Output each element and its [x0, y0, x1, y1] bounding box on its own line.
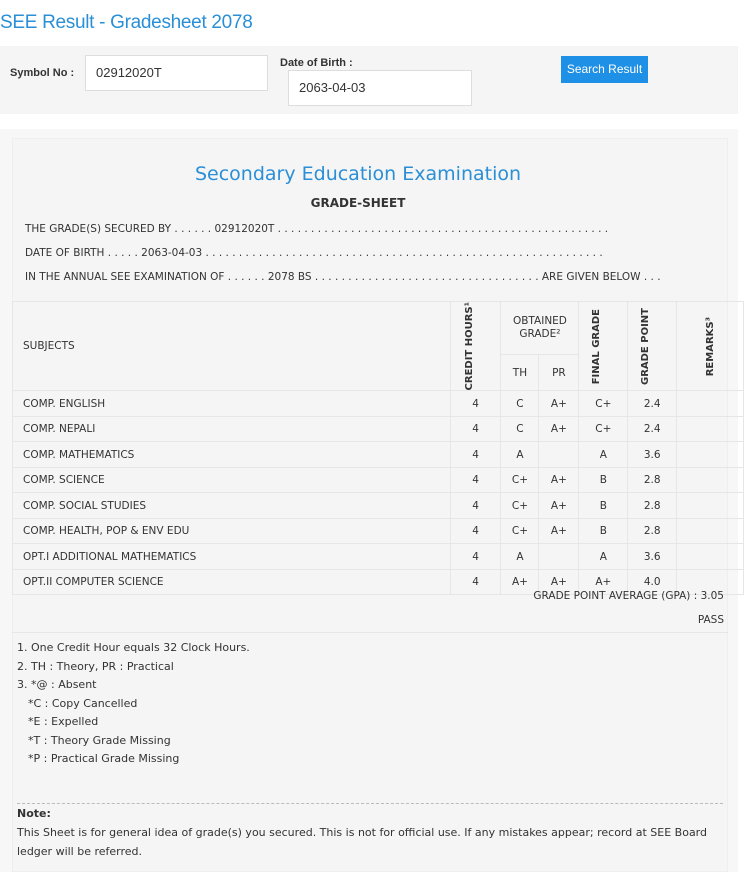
cell-credit: 4	[449, 492, 502, 519]
cell-pr: A+	[538, 415, 580, 443]
cell-pr: A+	[538, 390, 580, 417]
cell-point: 2.4	[627, 415, 678, 443]
table-row: COMP. ENGLISH 4 C A+ C+ 2.4	[12, 390, 744, 417]
cell-credit: 4	[449, 517, 502, 545]
table-row: COMP. HEALTH, POP & ENV EDU 4 C+ A+ B 2.8	[12, 517, 744, 545]
info-exam: IN THE ANNUAL SEE EXAMINATION OF . . . .…	[25, 271, 661, 283]
cell-remarks	[676, 390, 744, 417]
cell-credit: 4	[449, 415, 502, 443]
cell-pr: A+	[538, 517, 580, 545]
cell-th: A	[500, 543, 540, 570]
header-th: TH	[500, 354, 540, 392]
header-grade-point: GRADE POINT	[640, 307, 652, 385]
table-row: COMP. SCIENCE 4 C+ A+ B 2.8	[12, 466, 744, 494]
exam-heading: Secondary Education Examination	[194, 163, 522, 185]
cell-point: 4.0	[627, 568, 678, 596]
header-subjects: SUBJECTS	[12, 300, 451, 392]
cell-subject: COMP. NEPALI	[12, 415, 451, 443]
cell-th: C+	[500, 466, 540, 494]
cell-pr	[538, 441, 580, 468]
cell-remarks	[676, 568, 744, 596]
cell-point: 2.8	[627, 492, 678, 519]
header-remarks: REMARKS³	[704, 316, 716, 376]
cell-point: 2.4	[627, 390, 678, 417]
footnote: *E : Expelled	[28, 715, 99, 728]
cell-final: C+	[578, 390, 629, 417]
dob-label: Date of Birth :	[280, 57, 353, 69]
cell-subject: OPT.II COMPUTER SCIENCE	[12, 568, 451, 596]
cell-final: A	[578, 543, 629, 570]
table-row: OPT.I ADDITIONAL MATHEMATICS 4 A A 3.6	[12, 543, 744, 570]
cell-th: C+	[500, 517, 540, 545]
cell-credit: 4	[449, 543, 502, 570]
gpa: GRADE POINT AVERAGE (GPA) : 3.05	[533, 590, 724, 602]
gradesheet-heading: GRADE-SHEET	[310, 196, 406, 210]
dob-input[interactable]: 2063-04-03	[288, 70, 472, 106]
note: Note: This Sheet is for general idea of …	[17, 803, 723, 861]
cell-final: B	[578, 492, 629, 519]
footnote: 3. *@ : Absent	[17, 678, 97, 691]
grade-table: SUBJECTS CREDIT HOURS¹ OBTAINED GRADE² F…	[12, 300, 744, 596]
info-symbol: THE GRADE(S) SECURED BY . . . . . . 0291…	[25, 223, 609, 235]
cell-final: B	[578, 466, 629, 494]
cell-subject: COMP. HEALTH, POP & ENV EDU	[12, 517, 451, 545]
table-row: COMP. MATHEMATICS 4 A A 3.6	[12, 441, 744, 468]
note-label: Note:	[17, 807, 51, 820]
search-result-button[interactable]: Search Result	[561, 56, 648, 83]
header-credit-hours: CREDIT HOURS¹	[463, 302, 475, 391]
cell-subject: COMP. SOCIAL STUDIES	[12, 492, 451, 519]
cell-pr	[538, 543, 580, 570]
cell-th: C	[500, 415, 540, 443]
cell-subject: OPT.I ADDITIONAL MATHEMATICS	[12, 543, 451, 570]
cell-remarks	[676, 415, 744, 443]
cell-point: 2.8	[627, 466, 678, 494]
cell-final: B	[578, 517, 629, 545]
result-status: PASS	[697, 614, 724, 626]
cell-point: 2.8	[627, 517, 678, 545]
cell-th: C	[500, 390, 540, 417]
cell-subject: COMP. SCIENCE	[12, 466, 451, 494]
cell-final: A	[578, 441, 629, 468]
footnote: *P : Practical Grade Missing	[28, 752, 180, 765]
cell-credit: 4	[449, 466, 502, 494]
footnote: *C : Copy Cancelled	[28, 696, 138, 710]
symbol-label: Symbol No :	[10, 67, 75, 79]
cell-remarks	[676, 517, 744, 545]
table-row: COMP. NEPALI 4 C A+ C+ 2.4	[12, 415, 744, 443]
cell-subject: COMP. ENGLISH	[12, 390, 451, 417]
cell-remarks	[676, 441, 744, 468]
cell-remarks	[676, 543, 744, 570]
page-title: SEE Result - Gradesheet 2078	[0, 12, 253, 33]
cell-subject: COMP. MATHEMATICS	[12, 441, 451, 468]
table-row: COMP. SOCIAL STUDIES 4 C+ A+ B 2.8	[12, 492, 744, 519]
symbol-input[interactable]: 02912020T	[85, 55, 268, 91]
cell-point: 3.6	[627, 441, 678, 468]
cell-th: A+	[500, 568, 540, 596]
header-pr: PR	[538, 354, 580, 392]
info-dob: DATE OF BIRTH . . . . . 2063-04-03 . . .…	[25, 247, 603, 259]
cell-final: C+	[578, 415, 629, 443]
cell-credit: 4	[449, 568, 502, 596]
cell-remarks	[676, 492, 744, 519]
footnote: 2. TH : Theory, PR : Practical	[17, 659, 174, 673]
cell-credit: 4	[449, 390, 502, 417]
footnote: *T : Theory Grade Missing	[28, 733, 171, 747]
cell-pr: A+	[538, 492, 580, 519]
cell-credit: 4	[449, 441, 502, 468]
table-row: OPT.II COMPUTER SCIENCE 4 A+ A+ A+ 4.0	[12, 568, 744, 596]
note-text: This Sheet is for general idea of grade(…	[17, 826, 707, 858]
cell-remarks	[676, 466, 744, 494]
cell-th: C+	[500, 492, 540, 519]
cell-point: 3.6	[627, 543, 678, 570]
cell-pr: A+	[538, 466, 580, 494]
header-final-grade: FINAL GRADE	[591, 308, 603, 384]
cell-th: A	[500, 441, 540, 468]
footnote: 1. One Credit Hour equals 32 Clock Hours…	[17, 641, 250, 654]
cell-pr: A+	[538, 568, 580, 596]
header-obtained-grade: OBTAINED GRADE²	[500, 300, 580, 356]
